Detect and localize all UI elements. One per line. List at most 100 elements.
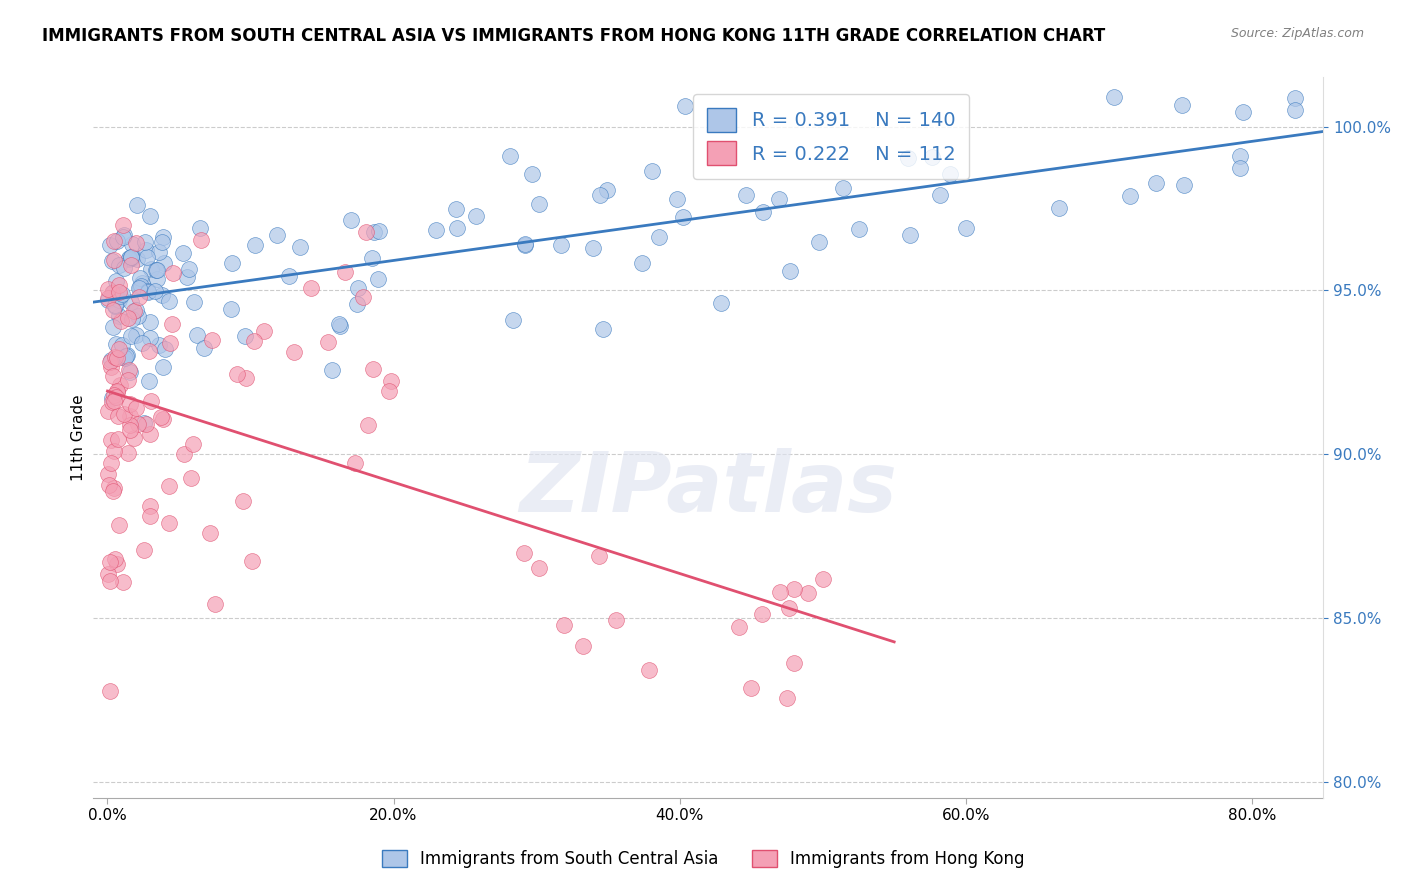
Point bbox=[107, 384, 129, 399]
Point bbox=[107, 518, 129, 533]
Point bbox=[98, 238, 121, 252]
Point bbox=[128, 290, 150, 304]
Point bbox=[120, 365, 142, 379]
Point bbox=[929, 188, 952, 202]
Point bbox=[118, 252, 141, 266]
Point bbox=[204, 597, 226, 611]
Point bbox=[152, 235, 174, 249]
Point bbox=[367, 224, 389, 238]
Text: ZIPatlas: ZIPatlas bbox=[519, 448, 897, 529]
Point bbox=[112, 407, 135, 421]
Point bbox=[132, 416, 155, 430]
Point bbox=[589, 188, 612, 202]
Point bbox=[117, 446, 139, 460]
Point bbox=[502, 313, 524, 327]
Point bbox=[105, 351, 128, 366]
Point bbox=[352, 290, 374, 304]
Point bbox=[346, 296, 368, 310]
Point bbox=[98, 684, 121, 698]
Point bbox=[146, 263, 169, 277]
Point bbox=[529, 561, 551, 575]
Point bbox=[183, 295, 205, 310]
Point bbox=[101, 253, 124, 268]
Point bbox=[190, 233, 212, 247]
Point bbox=[1102, 90, 1125, 104]
Point bbox=[361, 362, 384, 376]
Point bbox=[138, 344, 160, 359]
Point bbox=[344, 456, 367, 470]
Point bbox=[783, 582, 806, 597]
Point bbox=[235, 371, 257, 385]
Point bbox=[710, 296, 733, 310]
Point bbox=[328, 317, 350, 331]
Point bbox=[139, 261, 162, 276]
Point bbox=[299, 281, 322, 295]
Point bbox=[367, 272, 389, 286]
Point bbox=[136, 285, 159, 299]
Point bbox=[363, 225, 385, 239]
Point bbox=[152, 256, 174, 270]
Point bbox=[1144, 176, 1167, 190]
Point bbox=[111, 337, 134, 351]
Point bbox=[377, 384, 399, 398]
Point bbox=[776, 690, 799, 705]
Point bbox=[288, 240, 311, 254]
Point bbox=[572, 639, 595, 653]
Point bbox=[131, 336, 153, 351]
Point bbox=[100, 434, 122, 448]
Point bbox=[135, 243, 157, 257]
Point bbox=[333, 265, 356, 279]
Point bbox=[108, 342, 131, 356]
Point bbox=[278, 268, 301, 283]
Point bbox=[118, 423, 141, 437]
Point bbox=[108, 277, 131, 292]
Point bbox=[110, 313, 132, 327]
Point bbox=[177, 262, 200, 277]
Point bbox=[157, 293, 180, 308]
Point bbox=[186, 328, 208, 343]
Point bbox=[527, 197, 550, 211]
Point bbox=[108, 377, 131, 392]
Point bbox=[329, 319, 352, 334]
Point bbox=[120, 294, 142, 309]
Point bbox=[181, 437, 204, 451]
Point bbox=[148, 244, 170, 259]
Point bbox=[198, 526, 221, 541]
Point bbox=[465, 209, 488, 223]
Point bbox=[111, 574, 134, 589]
Point bbox=[152, 412, 174, 426]
Point bbox=[100, 391, 122, 405]
Text: IMMIGRANTS FROM SOUTH CENTRAL ASIA VS IMMIGRANTS FROM HONG KONG 11TH GRADE CORRE: IMMIGRANTS FROM SOUTH CENTRAL ASIA VS IM… bbox=[42, 27, 1105, 45]
Point bbox=[243, 334, 266, 349]
Point bbox=[122, 431, 145, 445]
Point bbox=[122, 304, 145, 318]
Point bbox=[1118, 189, 1140, 203]
Point bbox=[152, 230, 174, 244]
Point bbox=[340, 213, 363, 227]
Point bbox=[180, 471, 202, 485]
Point bbox=[139, 499, 162, 513]
Point bbox=[1229, 148, 1251, 162]
Point bbox=[921, 150, 943, 164]
Point bbox=[1284, 103, 1306, 118]
Point bbox=[127, 417, 149, 431]
Point bbox=[131, 276, 153, 290]
Point bbox=[515, 237, 537, 252]
Point bbox=[162, 266, 184, 280]
Point bbox=[98, 555, 121, 569]
Point bbox=[120, 328, 142, 343]
Point bbox=[138, 331, 160, 345]
Point bbox=[120, 258, 142, 272]
Point bbox=[103, 393, 125, 408]
Point bbox=[120, 250, 142, 264]
Legend: R = 0.391    N = 140, R = 0.222    N = 112: R = 0.391 N = 140, R = 0.222 N = 112 bbox=[693, 95, 969, 178]
Point bbox=[955, 221, 977, 235]
Point bbox=[666, 192, 689, 206]
Point bbox=[107, 409, 129, 423]
Point bbox=[734, 187, 756, 202]
Point bbox=[1170, 97, 1192, 112]
Point bbox=[98, 477, 121, 491]
Point bbox=[97, 293, 120, 308]
Point bbox=[425, 223, 447, 237]
Point bbox=[592, 322, 614, 336]
